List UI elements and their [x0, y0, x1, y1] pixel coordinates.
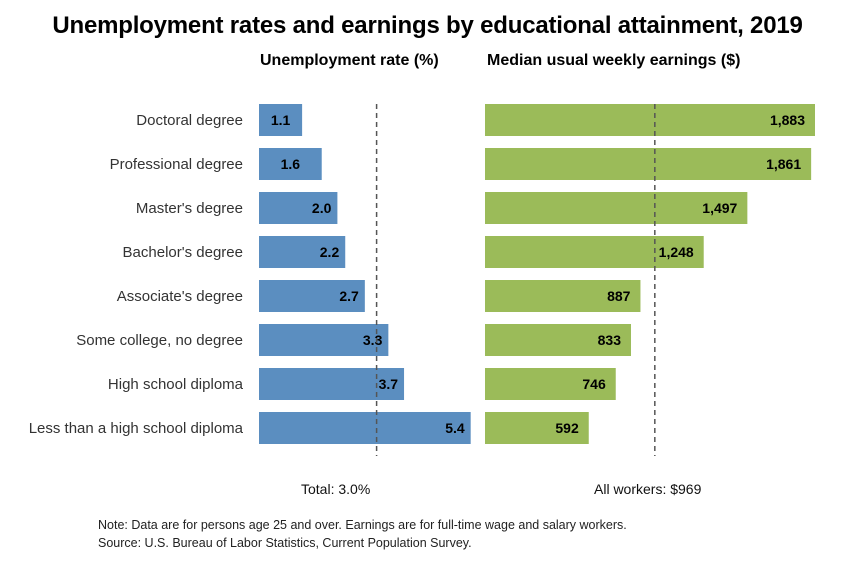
category-label: Professional degree: [110, 156, 243, 173]
unemployment-bar: [259, 148, 322, 180]
earnings-bar: [485, 324, 631, 356]
earnings-value-label: 887: [607, 288, 631, 304]
unemployment-value-label: 5.4: [445, 420, 465, 436]
earnings-bar: [485, 412, 589, 444]
unemployment-value-label: 3.7: [379, 376, 399, 392]
earnings-bar: [485, 368, 616, 400]
unemployment-value-label: 3.3: [363, 332, 383, 348]
chart-note: Note: Data are for persons age 25 and ov…: [98, 518, 627, 532]
left-panel-title: Unemployment rate (%): [260, 52, 439, 69]
category-label: Some college, no degree: [76, 332, 243, 349]
earnings-value-label: 1,861: [766, 156, 801, 172]
earnings-value-label: 1,497: [702, 200, 737, 216]
total-unemployment-label: Total: 3.0%: [301, 481, 371, 497]
category-label: Bachelor's degree: [123, 244, 243, 261]
earnings-bar: [485, 148, 812, 180]
earnings-value-label: 1,248: [659, 244, 694, 260]
unemployment-bar: [259, 324, 389, 356]
earnings-value-label: 592: [555, 420, 579, 436]
earnings-bar: [485, 236, 704, 268]
unemployment-value-label: 2.2: [320, 244, 340, 260]
chart-source: Source: U.S. Bureau of Labor Statistics,…: [98, 536, 472, 550]
all-workers-earnings-label: All workers: $969: [594, 481, 702, 497]
chart-title: Unemployment rates and earnings by educa…: [52, 12, 803, 39]
earnings-bar: [485, 104, 815, 136]
unemployment-bar: [259, 280, 365, 312]
earnings-bar: [485, 192, 748, 224]
unemployment-bar: [259, 104, 303, 136]
earnings-value-label: 746: [582, 376, 606, 392]
unemployment-value-label: 1.6: [281, 156, 301, 172]
right-panel-title: Median usual weekly earnings ($): [487, 52, 741, 69]
unemployment-bar: [259, 368, 405, 400]
unemployment-bar: [259, 412, 471, 444]
earnings-value-label: 1,883: [770, 112, 805, 128]
unemployment-value-label: 1.1: [271, 112, 291, 128]
unemployment-bar: [259, 192, 338, 224]
category-label: Doctoral degree: [136, 112, 243, 129]
category-label: Master's degree: [136, 200, 243, 217]
earnings-bar: [485, 280, 641, 312]
unemployment-value-label: 2.0: [312, 200, 332, 216]
category-label: Less than a high school diploma: [29, 420, 244, 437]
unemployment-value-label: 2.7: [339, 288, 359, 304]
category-label: High school diploma: [108, 376, 244, 393]
earnings-value-label: 833: [598, 332, 622, 348]
unemployment-bar: [259, 236, 346, 268]
category-label: Associate's degree: [117, 288, 243, 305]
